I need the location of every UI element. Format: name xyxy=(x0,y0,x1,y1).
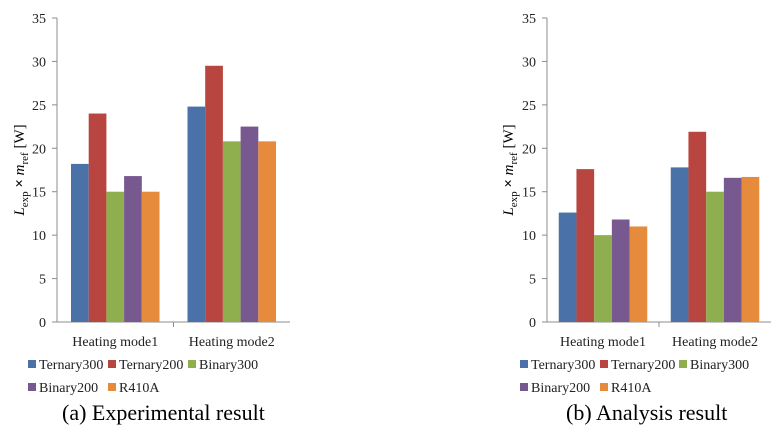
bar-r410a-1 xyxy=(629,226,648,322)
figure-caption: (a) Experimental result xyxy=(62,400,265,425)
legend-swatch-binary200 xyxy=(520,383,528,391)
legend-label-ternary300: Ternary300 xyxy=(39,358,103,373)
bar-ternary300-2 xyxy=(187,106,206,322)
bar-ternary200-2 xyxy=(688,131,707,322)
y-axis-label: Lexp × mref [W] xyxy=(12,124,31,216)
y-tick-label: 10 xyxy=(522,229,536,244)
bar-binary200-2 xyxy=(723,177,742,322)
legend-label-binary300: Binary300 xyxy=(690,358,749,373)
legend-swatch-r410a xyxy=(108,383,116,391)
legend-label-ternary200: Ternary200 xyxy=(611,358,675,373)
y-tick-label: 20 xyxy=(32,142,46,157)
bar-binary200-1 xyxy=(124,176,142,322)
legend-swatch-binary200 xyxy=(28,383,36,391)
y-tick-label: 5 xyxy=(39,273,46,288)
legend-label-r410a: R410A xyxy=(119,381,160,396)
y-tick-label: 15 xyxy=(32,186,46,201)
x-category-label: Heating mode1 xyxy=(560,335,646,350)
legend-label-binary200: Binary200 xyxy=(39,381,98,396)
bar-binary200-1 xyxy=(611,219,630,322)
legend-label-ternary200: Ternary200 xyxy=(119,358,183,373)
legend-swatch-r410a xyxy=(600,383,608,391)
x-category-label: Heating mode2 xyxy=(189,335,275,350)
y-tick-label: 5 xyxy=(529,273,536,288)
panel-experimental: 0 5 10 15 20 25 30 35 Heating mode1 Heating mode2… xyxy=(12,12,290,425)
legend-swatch-ternary200 xyxy=(108,360,116,368)
bar-binary300-2 xyxy=(222,141,241,322)
bar-binary300-2 xyxy=(706,191,724,322)
y-axis-label: Lexp × mref [W] xyxy=(501,124,520,216)
legend-label-r410a: R410A xyxy=(611,381,652,396)
y-tick-label: 0 xyxy=(529,316,536,331)
legend-swatch-ternary300 xyxy=(520,360,528,368)
bar-binary200-2 xyxy=(240,126,259,322)
legend-label-binary300: Binary300 xyxy=(199,358,258,373)
bar-r410a-2 xyxy=(258,141,276,322)
bar-ternary300-2 xyxy=(670,167,689,322)
bar-ternary300-1 xyxy=(558,212,577,322)
x-category-label: Heating mode2 xyxy=(672,335,758,350)
y-tick-label: 10 xyxy=(32,229,46,244)
legend-swatch-binary300 xyxy=(188,360,196,368)
y-tick-label: 30 xyxy=(32,55,46,70)
legend-swatch-ternary300 xyxy=(28,360,36,368)
y-tick-label: 30 xyxy=(522,55,536,70)
bar-ternary200-1 xyxy=(576,169,595,322)
legend-label-ternary300: Ternary300 xyxy=(531,358,595,373)
bar-binary300-1 xyxy=(594,235,612,322)
legend-label-binary200: Binary200 xyxy=(531,381,590,396)
bar-r410a-2 xyxy=(741,176,760,322)
bar-r410a-1 xyxy=(141,191,160,322)
bar-ternary300-1 xyxy=(71,163,89,322)
figure-caption: (b) Analysis result xyxy=(566,400,727,425)
x-category-label: Heating mode1 xyxy=(72,335,158,350)
y-tick-label: 20 xyxy=(522,142,536,157)
bar-binary300-1 xyxy=(106,191,125,322)
y-tick-label: 35 xyxy=(522,12,536,27)
y-tick-label: 25 xyxy=(32,99,46,114)
panel-analysis: 0 5 10 15 20 25 30 35 Heating mode1 Heating mode2… xyxy=(501,12,771,425)
bar-ternary200-1 xyxy=(88,113,107,322)
y-tick-label: 0 xyxy=(39,316,46,331)
y-tick-label: 35 xyxy=(32,12,46,27)
y-tick-label: 25 xyxy=(522,99,536,114)
y-tick-label: 15 xyxy=(522,186,536,201)
bar-ternary200-2 xyxy=(205,65,223,323)
legend-swatch-binary300 xyxy=(679,360,687,368)
legend-swatch-ternary200 xyxy=(600,360,608,368)
